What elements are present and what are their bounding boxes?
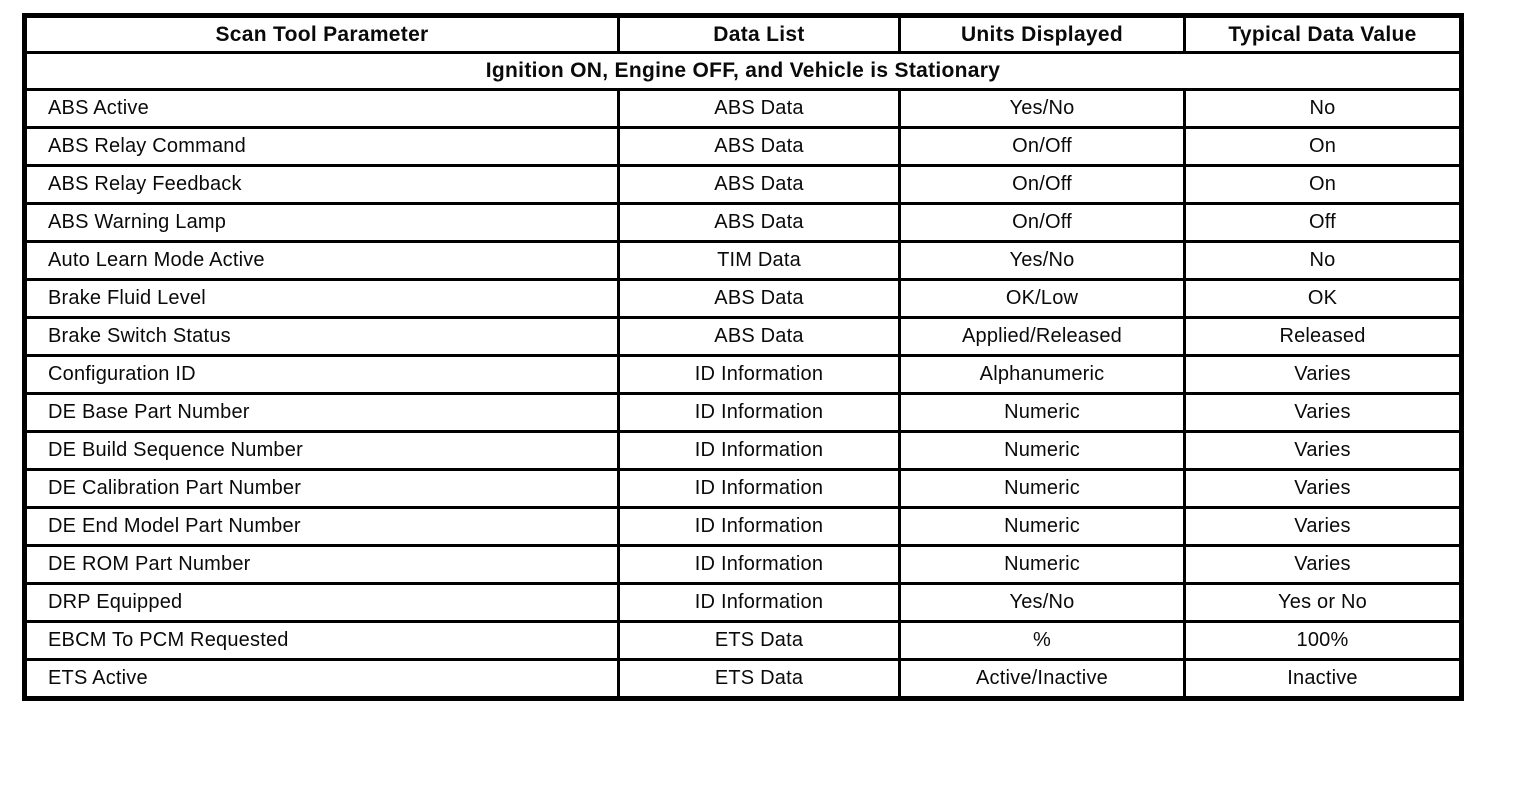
cell-parameter: DE Calibration Part Number xyxy=(23,468,620,509)
cell-data-list: ID Information xyxy=(617,582,901,623)
cell-data-list: ABS Data xyxy=(617,126,901,167)
cell-parameter: Configuration ID xyxy=(23,354,620,395)
table-row: EBCM To PCM Requested ETS Data % 100% xyxy=(23,620,1463,661)
table-row: DE Base Part Number ID Information Numer… xyxy=(23,392,1463,433)
cell-parameter: Brake Fluid Level xyxy=(23,278,620,319)
table-row: DE End Model Part Number ID Information … xyxy=(23,506,1463,547)
col-header-units-displayed: Units Displayed xyxy=(898,14,1186,54)
cell-parameter: EBCM To PCM Requested xyxy=(23,620,620,661)
cell-typical-value: Varies xyxy=(1183,392,1463,433)
cell-typical-value: Varies xyxy=(1183,468,1463,509)
cell-typical-value: Varies xyxy=(1183,544,1463,585)
cell-parameter: ABS Relay Command xyxy=(23,126,620,167)
cell-units: OK/Low xyxy=(898,278,1186,319)
cell-units: Numeric xyxy=(898,430,1186,471)
cell-parameter: DE Base Part Number xyxy=(23,392,620,433)
cell-typical-value: Yes or No xyxy=(1183,582,1463,623)
cell-data-list: ID Information xyxy=(617,392,901,433)
cell-units: Yes/No xyxy=(898,582,1186,623)
section-header: Ignition ON, Engine OFF, and Vehicle is … xyxy=(23,51,1463,91)
table-row: DE Build Sequence Number ID Information … xyxy=(23,430,1463,471)
cell-parameter: DE End Model Part Number xyxy=(23,506,620,547)
cell-units: % xyxy=(898,620,1186,661)
cell-data-list: ID Information xyxy=(617,468,901,509)
cell-typical-value: OK xyxy=(1183,278,1463,319)
cell-parameter: ABS Active xyxy=(23,88,620,129)
cell-typical-value: Varies xyxy=(1183,506,1463,547)
cell-units: Active/Inactive xyxy=(898,658,1186,700)
table-row: Brake Fluid Level ABS Data OK/Low OK xyxy=(23,278,1463,319)
cell-typical-value: 100% xyxy=(1183,620,1463,661)
col-header-typical-data-value: Typical Data Value xyxy=(1183,14,1463,54)
table-row: DRP Equipped ID Information Yes/No Yes o… xyxy=(23,582,1463,623)
cell-typical-value: Released xyxy=(1183,316,1463,357)
cell-units: Numeric xyxy=(898,468,1186,509)
cell-units: Numeric xyxy=(898,506,1186,547)
cell-data-list: ABS Data xyxy=(617,202,901,243)
column-header-row: Scan Tool Parameter Data List Units Disp… xyxy=(23,14,1463,54)
cell-data-list: ID Information xyxy=(617,544,901,585)
table-row: DE Calibration Part Number ID Informatio… xyxy=(23,468,1463,509)
cell-typical-value: On xyxy=(1183,164,1463,205)
cell-data-list: ABS Data xyxy=(617,88,901,129)
cell-typical-value: Varies xyxy=(1183,430,1463,471)
cell-typical-value: Varies xyxy=(1183,354,1463,395)
cell-typical-value: Off xyxy=(1183,202,1463,243)
cell-parameter: DRP Equipped xyxy=(23,582,620,623)
cell-parameter: DE Build Sequence Number xyxy=(23,430,620,471)
cell-data-list: ETS Data xyxy=(617,620,901,661)
table-row: ABS Warning Lamp ABS Data On/Off Off xyxy=(23,202,1463,243)
cell-data-list: ABS Data xyxy=(617,278,901,319)
cell-data-list: ID Information xyxy=(617,354,901,395)
cell-units: Applied/Released xyxy=(898,316,1186,357)
cell-data-list: TIM Data xyxy=(617,240,901,281)
cell-parameter: ABS Warning Lamp xyxy=(23,202,620,243)
cell-parameter: Brake Switch Status xyxy=(23,316,620,357)
cell-units: Numeric xyxy=(898,392,1186,433)
cell-typical-value: On xyxy=(1183,126,1463,167)
cell-data-list: ABS Data xyxy=(617,164,901,205)
cell-units: On/Off xyxy=(898,202,1186,243)
table-row: Brake Switch Status ABS Data Applied/Rel… xyxy=(23,316,1463,357)
table-row: DE ROM Part Number ID Information Numeri… xyxy=(23,544,1463,585)
scan-tool-parameter-table: Scan Tool Parameter Data List Units Disp… xyxy=(22,13,1464,701)
table-row: ABS Relay Command ABS Data On/Off On xyxy=(23,126,1463,167)
cell-data-list: ID Information xyxy=(617,506,901,547)
table-row: Auto Learn Mode Active TIM Data Yes/No N… xyxy=(23,240,1463,281)
cell-parameter: DE ROM Part Number xyxy=(23,544,620,585)
cell-units: Yes/No xyxy=(898,240,1186,281)
table-row: ABS Relay Feedback ABS Data On/Off On xyxy=(23,164,1463,205)
table-row: ETS Active ETS Data Active/Inactive Inac… xyxy=(23,658,1463,700)
cell-units: Numeric xyxy=(898,544,1186,585)
cell-parameter: Auto Learn Mode Active xyxy=(23,240,620,281)
cell-typical-value: No xyxy=(1183,88,1463,129)
table-row: Configuration ID ID Information Alphanum… xyxy=(23,354,1463,395)
cell-units: On/Off xyxy=(898,126,1186,167)
cell-data-list: ETS Data xyxy=(617,658,901,700)
cell-units: Yes/No xyxy=(898,88,1186,129)
section-header-row: Ignition ON, Engine OFF, and Vehicle is … xyxy=(23,51,1463,91)
cell-data-list: ABS Data xyxy=(617,316,901,357)
table-row: ABS Active ABS Data Yes/No No xyxy=(23,88,1463,129)
cell-units: On/Off xyxy=(898,164,1186,205)
cell-units: Alphanumeric xyxy=(898,354,1186,395)
cell-typical-value: Inactive xyxy=(1183,658,1463,700)
cell-data-list: ID Information xyxy=(617,430,901,471)
col-header-scan-tool-parameter: Scan Tool Parameter xyxy=(23,14,620,54)
cell-parameter: ABS Relay Feedback xyxy=(23,164,620,205)
cell-typical-value: No xyxy=(1183,240,1463,281)
cell-parameter: ETS Active xyxy=(23,658,620,700)
col-header-data-list: Data List xyxy=(617,14,901,54)
